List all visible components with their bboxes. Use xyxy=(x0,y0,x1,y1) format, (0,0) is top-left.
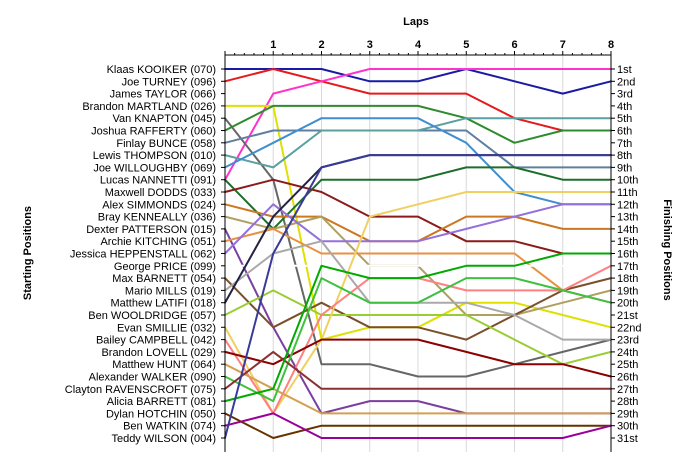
x-tick-label: 5 xyxy=(463,39,469,51)
driver-series-line xyxy=(224,227,612,304)
driver-series-line xyxy=(224,68,612,95)
x-tick-label: 2 xyxy=(318,39,324,51)
finishing-position-label: 20th xyxy=(617,298,638,310)
driver-label: Mario MILLS (019) xyxy=(125,285,216,297)
x-tick-label: 8 xyxy=(608,39,614,51)
finishing-position-label: 7th xyxy=(617,138,632,150)
driver-label: Ben WOOLDRIDGE (057) xyxy=(88,310,216,322)
driver-series-line xyxy=(224,117,612,206)
driver-series-line xyxy=(224,203,612,255)
driver-series-line xyxy=(224,68,612,181)
driver-label: Bailey CAMPBELL (042) xyxy=(96,335,216,347)
x-tick-label: 7 xyxy=(560,39,566,51)
driver-label: Brandon LOVELL (029) xyxy=(101,347,216,359)
x-tick-label: 6 xyxy=(511,39,517,51)
driver-series-line xyxy=(224,277,612,341)
finishing-position-label: 19th xyxy=(617,285,638,297)
driver-label: Matthew HUNT (064) xyxy=(112,359,216,371)
finishing-position-label: 12th xyxy=(617,199,638,211)
y-axis-title-right: Finishing Positions xyxy=(661,199,673,300)
y-axis-title-left: Starting Positions xyxy=(22,206,34,300)
x-axis-title: Laps xyxy=(403,16,429,28)
finishing-position-label: 16th xyxy=(617,249,638,261)
driver-series-line xyxy=(224,154,612,439)
x-tick-label: 3 xyxy=(367,39,373,51)
driver-label: Brandon MARTLAND (026) xyxy=(82,101,216,113)
finishing-position-label: 18th xyxy=(617,273,638,285)
driver-series-line xyxy=(224,166,612,230)
finishing-position-label: 25th xyxy=(617,359,638,371)
axes: 1 2 3 4 5 6 7 8 Klaas KOOIKER (070)Joe TURNEY (0… xyxy=(65,39,641,452)
driver-series-line xyxy=(224,289,612,366)
finishing-position-label: 1st xyxy=(617,64,632,76)
driver-label: Max BARNETT (054) xyxy=(112,273,216,285)
driver-label: Clayton RAVENSCROFT (075) xyxy=(65,384,216,396)
finishing-position-label: 13th xyxy=(617,212,638,224)
finishing-position-label: 29th xyxy=(617,408,638,420)
finishing-position-label: 28th xyxy=(617,396,638,408)
driver-label: Evan SMILLIE (032) xyxy=(117,322,216,334)
series-lines xyxy=(224,68,612,439)
driver-label: Alex SIMMONDS (024) xyxy=(102,199,216,211)
driver-label: Alicia BARRETT (081) xyxy=(107,396,216,408)
x-tick-label: 4 xyxy=(415,39,422,51)
driver-label: Dexter PATTERSON (015) xyxy=(86,224,216,236)
finishing-position-label: 14th xyxy=(617,224,638,236)
finishing-position-label: 22nd xyxy=(617,322,641,334)
finishing-position-label: 9th xyxy=(617,162,632,174)
driver-series-line xyxy=(224,68,612,132)
driver-label: Ben WATKIN (074) xyxy=(123,421,216,433)
finishing-position-label: 8th xyxy=(617,150,632,162)
finishing-position-label: 17th xyxy=(617,261,638,273)
driver-label: Van KNAPTON (045) xyxy=(112,113,216,125)
finishing-position-label: 30th xyxy=(617,421,638,433)
driver-series-line xyxy=(224,277,612,403)
finishing-position-label: 5th xyxy=(617,113,632,125)
driver-label: Alexander WALKER (090) xyxy=(89,372,216,384)
driver-label: Joe TURNEY (096) xyxy=(122,76,216,88)
driver-label: Teddy WILSON (004) xyxy=(111,433,216,445)
finishing-position-label: 21st xyxy=(617,310,638,322)
driver-series-line xyxy=(224,252,612,403)
driver-label: Lucas NANNETTI (091) xyxy=(100,175,216,187)
driver-series-line xyxy=(224,350,612,390)
finishing-position-label: 11th xyxy=(617,187,638,199)
finishing-position-label: 15th xyxy=(617,236,638,248)
finishing-position-label: 10th xyxy=(617,175,638,187)
driver-label: Joe WILLOUGHBY (069) xyxy=(93,162,216,174)
driver-label: Dylan HOTCHIN (050) xyxy=(106,408,216,420)
finishing-position-label: 6th xyxy=(617,126,632,138)
driver-label: Lewis THOMPSON (010) xyxy=(93,150,216,162)
driver-series-line xyxy=(224,412,612,439)
driver-series-line xyxy=(224,191,612,415)
driver-series-line xyxy=(224,178,612,255)
x-tick-label: 1 xyxy=(270,39,276,51)
driver-series-line xyxy=(224,363,612,415)
driver-label: Bray KENNEALLY (036) xyxy=(98,212,216,224)
finishing-position-label: 31st xyxy=(617,433,638,445)
axis-labels: Laps Starting Positions Finishing Positi… xyxy=(22,16,673,301)
driver-label: Jessica HEPPENSTALL (062) xyxy=(70,249,216,261)
driver-label: Klaas KOOIKER (070) xyxy=(107,64,216,76)
finishing-position-label: 26th xyxy=(617,372,638,384)
driver-label: Matthew LATIFI (018) xyxy=(110,298,216,310)
driver-series-line xyxy=(224,338,612,378)
driver-label: George PRICE (099) xyxy=(114,261,216,273)
driver-label: Finlay BUNCE (058) xyxy=(116,138,216,150)
driver-label: James TAYLOR (066) xyxy=(110,89,216,101)
finishing-position-label: 3rd xyxy=(617,89,633,101)
driver-series-line xyxy=(224,104,612,144)
driver-label: Maxwell DODDS (033) xyxy=(105,187,216,199)
finishing-position-label: 23rd xyxy=(617,335,639,347)
finishing-position-label: 27th xyxy=(617,384,638,396)
finishing-position-label: 2nd xyxy=(617,76,635,88)
finishing-position-label: 4th xyxy=(617,101,632,113)
driver-label: Archie KITCHING (051) xyxy=(100,236,216,248)
driver-series-line xyxy=(224,412,612,439)
driver-series-line xyxy=(224,117,612,169)
driver-label: Joshua RAFFERTY (060) xyxy=(91,126,216,138)
finishing-position-label: 24th xyxy=(617,347,638,359)
